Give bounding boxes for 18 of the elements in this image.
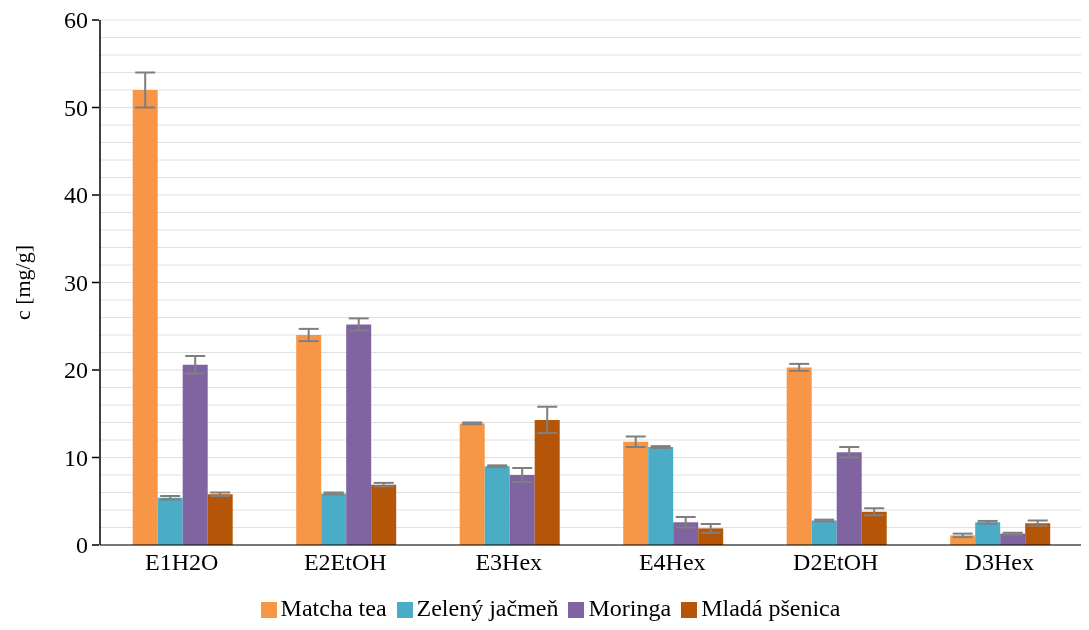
legend-label: Mladá pšenica — [701, 595, 841, 621]
y-tick-label: 20 — [64, 357, 88, 384]
legend-label: Matcha tea — [280, 595, 387, 621]
y-axis-title: c [mg/g] — [9, 244, 35, 321]
x-tick-label: E2EtOH — [303, 549, 387, 576]
x-tick-label: E1H2O — [145, 549, 219, 576]
y-tick-label: 30 — [64, 269, 88, 296]
y-tick-label: 50 — [64, 94, 88, 121]
legend-label: Zelený jačmeň — [416, 595, 559, 621]
y-tick-label: 10 — [64, 444, 88, 471]
y-tick-label: 0 — [76, 532, 88, 559]
x-tick-label: D3Hex — [964, 549, 1034, 576]
y-tick-label: 40 — [64, 182, 88, 209]
x-tick-label: D2EtOH — [793, 549, 879, 576]
legend-label: Moringa — [588, 595, 672, 621]
x-tick-label: E4Hex — [638, 549, 706, 576]
y-tick-label: 60 — [64, 7, 88, 34]
x-tick-label: E3Hex — [475, 549, 543, 576]
